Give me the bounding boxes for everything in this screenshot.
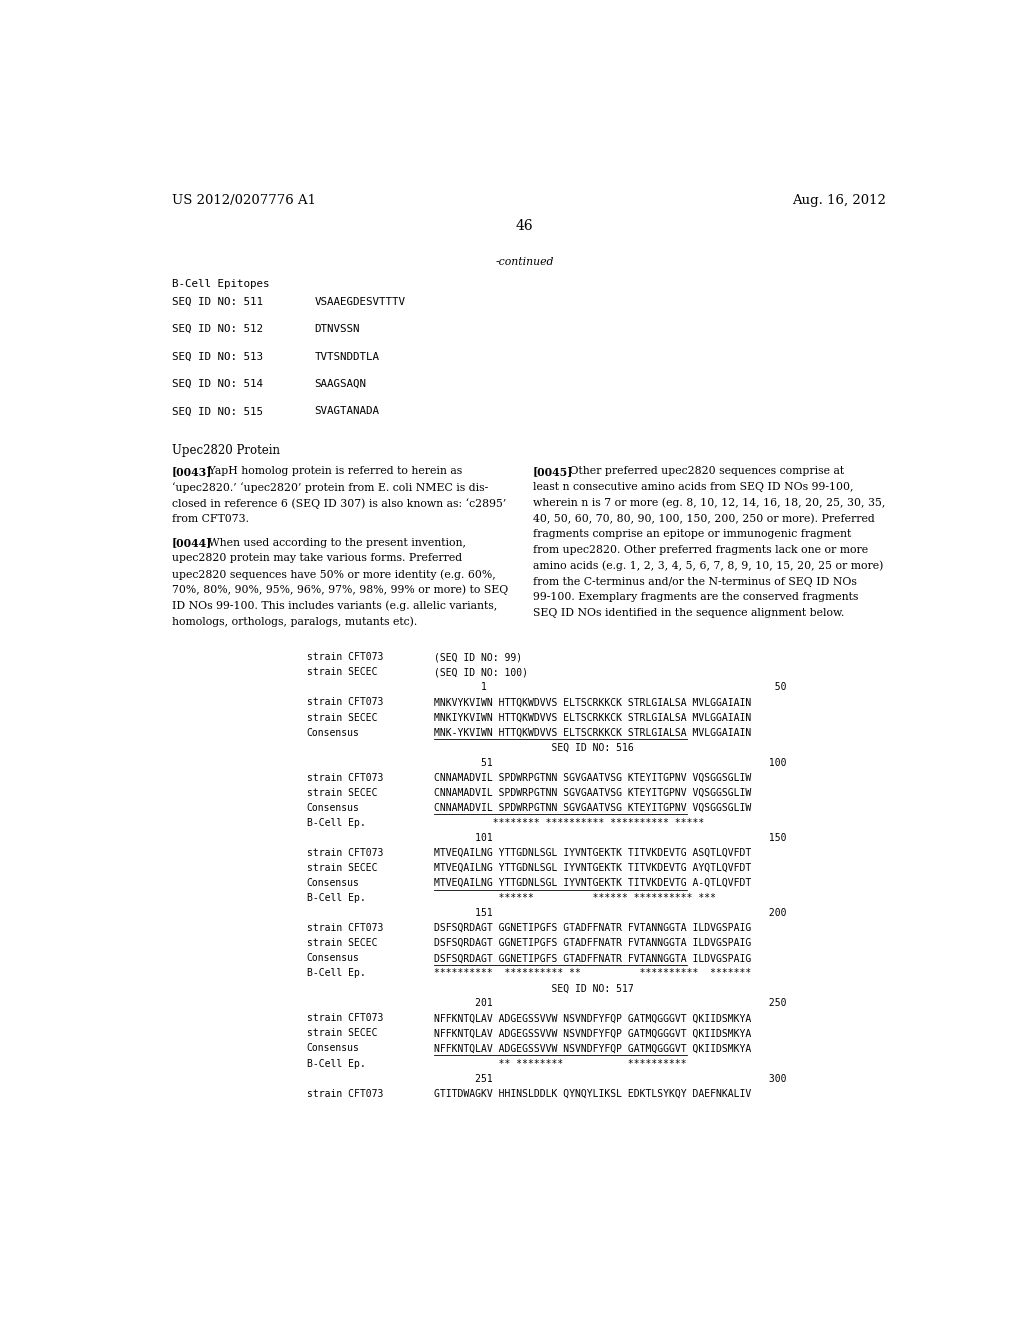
Text: When used according to the present invention,: When used according to the present inven… bbox=[198, 537, 466, 548]
Text: 99-100. Exemplary fragments are the conserved fragments: 99-100. Exemplary fragments are the cons… bbox=[532, 593, 858, 602]
Text: strain SECEC: strain SECEC bbox=[306, 1028, 377, 1039]
Text: fragments comprise an epitope or immunogenic fragment: fragments comprise an epitope or immunog… bbox=[532, 529, 851, 540]
Text: 251                                               300: 251 300 bbox=[433, 1073, 786, 1084]
Text: strain SECEC: strain SECEC bbox=[306, 713, 377, 722]
Text: strain SECEC: strain SECEC bbox=[306, 788, 377, 797]
Text: CNNAMADVIL SPDWRPGTNN SGVGAATVSG KTEYITGPNV VQSGGSGLIW: CNNAMADVIL SPDWRPGTNN SGVGAATVSG KTEYITG… bbox=[433, 788, 751, 797]
Text: ******** ********** ********** *****: ******** ********** ********** ***** bbox=[433, 818, 703, 828]
Text: from upec2820. Other preferred fragments lack one or more: from upec2820. Other preferred fragments… bbox=[532, 545, 868, 556]
Text: 40, 50, 60, 70, 80, 90, 100, 150, 200, 250 or more). Preferred: 40, 50, 60, 70, 80, 90, 100, 150, 200, 2… bbox=[532, 513, 874, 524]
Text: CNNAMADVIL SPDWRPGTNN SGVGAATVSG KTEYITGPNV VQSGGSGLIW: CNNAMADVIL SPDWRPGTNN SGVGAATVSG KTEYITG… bbox=[433, 803, 751, 813]
Text: Consensus: Consensus bbox=[306, 727, 359, 738]
Text: strain SECEC: strain SECEC bbox=[306, 939, 377, 948]
Text: (SEQ ID NO: 99): (SEQ ID NO: 99) bbox=[433, 652, 521, 663]
Text: ‘upec2820.’ ‘upec2820’ protein from E. coli NMEC is dis-: ‘upec2820.’ ‘upec2820’ protein from E. c… bbox=[172, 482, 487, 492]
Text: TVTSNDDTLA: TVTSNDDTLA bbox=[314, 351, 380, 362]
Text: [0045]: [0045] bbox=[532, 466, 573, 478]
Text: 201                                               250: 201 250 bbox=[433, 998, 786, 1008]
Text: CNNAMADVIL SPDWRPGTNN SGVGAATVSG KTEYITGPNV VQSGGSGLIW: CNNAMADVIL SPDWRPGTNN SGVGAATVSG KTEYITG… bbox=[433, 772, 751, 783]
Text: Upec2820 Protein: Upec2820 Protein bbox=[172, 444, 280, 457]
Text: from the C-terminus and/or the N-terminus of SEQ ID NOs: from the C-terminus and/or the N-terminu… bbox=[532, 577, 857, 586]
Text: YapH homolog protein is referred to herein as: YapH homolog protein is referred to here… bbox=[198, 466, 462, 477]
Text: SEQ ID NO: 517: SEQ ID NO: 517 bbox=[433, 983, 633, 994]
Text: MNK-YKVIWN HTTQKWDVVS ELTSCRKKCK STRLGIALSA MVLGGAIAIN: MNK-YKVIWN HTTQKWDVVS ELTSCRKKCK STRLGIA… bbox=[433, 727, 751, 738]
Text: NFFKNTQLAV ADGEGSSVVW NSVNDFYFQP GATMQGGGVT QKIIDSMKYA: NFFKNTQLAV ADGEGSSVVW NSVNDFYFQP GATMQGG… bbox=[433, 1028, 751, 1039]
Text: strain CFT073: strain CFT073 bbox=[306, 847, 383, 858]
Text: strain SECEC: strain SECEC bbox=[306, 863, 377, 873]
Text: from CFT073.: from CFT073. bbox=[172, 513, 249, 524]
Text: B-Cell Ep.: B-Cell Ep. bbox=[306, 894, 366, 903]
Text: strain CFT073: strain CFT073 bbox=[306, 772, 383, 783]
Text: 46: 46 bbox=[516, 219, 534, 234]
Text: strain CFT073: strain CFT073 bbox=[306, 697, 383, 708]
Text: MNKIYKVIWN HTTQKWDVVS ELTSCRKKCK STRLGIALSA MVLGGAIAIN: MNKIYKVIWN HTTQKWDVVS ELTSCRKKCK STRLGIA… bbox=[433, 713, 751, 722]
Text: SEQ ID NO: 514: SEQ ID NO: 514 bbox=[172, 379, 262, 389]
Text: (SEQ ID NO: 100): (SEQ ID NO: 100) bbox=[433, 668, 527, 677]
Text: MNKVYKVIWN HTTQKWDVVS ELTSCRKKCK STRLGIALSA MVLGGAIAIN: MNKVYKVIWN HTTQKWDVVS ELTSCRKKCK STRLGIA… bbox=[433, 697, 751, 708]
Text: least n consecutive amino acids from SEQ ID NOs 99-100,: least n consecutive amino acids from SEQ… bbox=[532, 482, 853, 492]
Text: wherein n is 7 or more (eg. 8, 10, 12, 14, 16, 18, 20, 25, 30, 35,: wherein n is 7 or more (eg. 8, 10, 12, 1… bbox=[532, 498, 885, 508]
Text: amino acids (e.g. 1, 2, 3, 4, 5, 6, 7, 8, 9, 10, 15, 20, 25 or more): amino acids (e.g. 1, 2, 3, 4, 5, 6, 7, 8… bbox=[532, 561, 883, 572]
Text: strain SECEC: strain SECEC bbox=[306, 668, 377, 677]
Text: Consensus: Consensus bbox=[306, 953, 359, 964]
Text: [0044]: [0044] bbox=[172, 537, 212, 549]
Text: 51                                               100: 51 100 bbox=[433, 758, 786, 768]
Text: 1                                                 50: 1 50 bbox=[433, 682, 786, 693]
Text: SVAGTANADA: SVAGTANADA bbox=[314, 407, 380, 416]
Text: upec2820 protein may take various forms. Preferred: upec2820 protein may take various forms.… bbox=[172, 553, 462, 564]
Text: ID NOs 99-100. This includes variants (e.g. allelic variants,: ID NOs 99-100. This includes variants (e… bbox=[172, 601, 497, 611]
Text: SEQ ID NO: 513: SEQ ID NO: 513 bbox=[172, 351, 262, 362]
Text: -continued: -continued bbox=[496, 257, 554, 267]
Text: SEQ ID NO: 512: SEQ ID NO: 512 bbox=[172, 325, 262, 334]
Text: **********  ********** **          **********  *******: ********** ********** ** ********** ****… bbox=[433, 969, 751, 978]
Text: SEQ ID NO: 511: SEQ ID NO: 511 bbox=[172, 297, 262, 306]
Text: B-Cell Ep.: B-Cell Ep. bbox=[306, 818, 366, 828]
Text: MTVEQAILNG YTTGDNLSGL IYVNTGEKTK TITVKDEVTG AYQTLQVFDT: MTVEQAILNG YTTGDNLSGL IYVNTGEKTK TITVKDE… bbox=[433, 863, 751, 873]
Text: Aug. 16, 2012: Aug. 16, 2012 bbox=[792, 194, 886, 207]
Text: MTVEQAILNG YTTGDNLSGL IYVNTGEKTK TITVKDEVTG ASQTLQVFDT: MTVEQAILNG YTTGDNLSGL IYVNTGEKTK TITVKDE… bbox=[433, 847, 751, 858]
Text: VSAAEGDESVTTTV: VSAAEGDESVTTTV bbox=[314, 297, 406, 306]
Text: DSFSQRDAGT GGNETIPGFS GTADFFNATR FVTANNGGTA ILDVGSPAIG: DSFSQRDAGT GGNETIPGFS GTADFFNATR FVTANNG… bbox=[433, 953, 751, 964]
Text: NFFKNTQLAV ADGEGSSVVW NSVNDFYFQP GATMQGGGVT QKIIDSMKYA: NFFKNTQLAV ADGEGSSVVW NSVNDFYFQP GATMQGG… bbox=[433, 1014, 751, 1023]
Text: B-Cell Ep.: B-Cell Ep. bbox=[306, 1059, 366, 1068]
Text: 70%, 80%, 90%, 95%, 96%, 97%, 98%, 99% or more) to SEQ: 70%, 80%, 90%, 95%, 96%, 97%, 98%, 99% o… bbox=[172, 585, 508, 595]
Text: 101                                               150: 101 150 bbox=[433, 833, 786, 843]
Text: strain CFT073: strain CFT073 bbox=[306, 923, 383, 933]
Text: closed in reference 6 (SEQ ID 307) is also known as: ‘c2895’: closed in reference 6 (SEQ ID 307) is al… bbox=[172, 498, 506, 508]
Text: DTNVSSN: DTNVSSN bbox=[314, 325, 360, 334]
Text: Consensus: Consensus bbox=[306, 1044, 359, 1053]
Text: ******          ****** ********** ***: ****** ****** ********** *** bbox=[433, 894, 716, 903]
Text: 151                                               200: 151 200 bbox=[433, 908, 786, 919]
Text: SAAGSAQN: SAAGSAQN bbox=[314, 379, 367, 389]
Text: SEQ ID NOs identified in the sequence alignment below.: SEQ ID NOs identified in the sequence al… bbox=[532, 609, 844, 618]
Text: Other preferred upec2820 sequences comprise at: Other preferred upec2820 sequences compr… bbox=[559, 466, 844, 477]
Text: SEQ ID NO: 516: SEQ ID NO: 516 bbox=[433, 743, 633, 752]
Text: DSFSQRDAGT GGNETIPGFS GTADFFNATR FVTANNGGTA ILDVGSPAIG: DSFSQRDAGT GGNETIPGFS GTADFFNATR FVTANNG… bbox=[433, 939, 751, 948]
Text: MTVEQAILNG YTTGDNLSGL IYVNTGEKTK TITVKDEVTG A-QTLQVFDT: MTVEQAILNG YTTGDNLSGL IYVNTGEKTK TITVKDE… bbox=[433, 878, 751, 888]
Text: homologs, orthologs, paralogs, mutants etc).: homologs, orthologs, paralogs, mutants e… bbox=[172, 616, 417, 627]
Text: Consensus: Consensus bbox=[306, 803, 359, 813]
Text: B-Cell Ep.: B-Cell Ep. bbox=[306, 969, 366, 978]
Text: US 2012/0207776 A1: US 2012/0207776 A1 bbox=[172, 194, 315, 207]
Text: upec2820 sequences have 50% or more identity (e.g. 60%,: upec2820 sequences have 50% or more iden… bbox=[172, 569, 496, 579]
Text: [0043]: [0043] bbox=[172, 466, 212, 478]
Text: strain CFT073: strain CFT073 bbox=[306, 1014, 383, 1023]
Text: Consensus: Consensus bbox=[306, 878, 359, 888]
Text: GTITDWAGKV HHINSLDDLK QYNQYLIKSL EDKTLSYKQY DAEFNKALIV: GTITDWAGKV HHINSLDDLK QYNQYLIKSL EDKTLSY… bbox=[433, 1089, 751, 1098]
Text: NFFKNTQLAV ADGEGSSVVW NSVNDFYFQP GATMQGGGVT QKIIDSMKYA: NFFKNTQLAV ADGEGSSVVW NSVNDFYFQP GATMQGG… bbox=[433, 1044, 751, 1053]
Text: DSFSQRDAGT GGNETIPGFS GTADFFNATR FVTANNGGTA ILDVGSPAIG: DSFSQRDAGT GGNETIPGFS GTADFFNATR FVTANNG… bbox=[433, 923, 751, 933]
Text: SEQ ID NO: 515: SEQ ID NO: 515 bbox=[172, 407, 262, 416]
Text: B-Cell Epitopes: B-Cell Epitopes bbox=[172, 280, 269, 289]
Text: ** ********           **********: ** ******** ********** bbox=[433, 1059, 686, 1068]
Text: strain CFT073: strain CFT073 bbox=[306, 1089, 383, 1098]
Text: strain CFT073: strain CFT073 bbox=[306, 652, 383, 663]
